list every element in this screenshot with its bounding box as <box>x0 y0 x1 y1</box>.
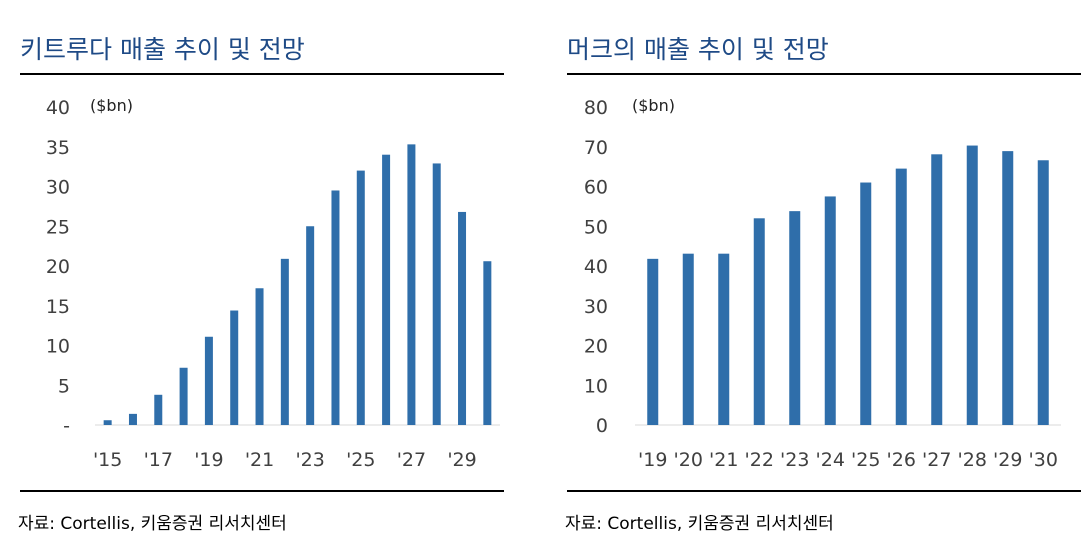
x-tick-label: '27 <box>922 449 951 471</box>
x-tick-label: '23 <box>295 449 324 471</box>
bar <box>682 253 694 425</box>
bar <box>895 168 907 426</box>
bar <box>458 211 467 425</box>
bar <box>1037 160 1049 425</box>
y-tick-label: - <box>63 415 70 437</box>
x-tick-label: '26 <box>887 449 916 471</box>
bar-chart-merck-sales: 0 10 20 30 40 50 60 70 80 ($bn) '19 '20 '21 '22 '23 '24… <box>584 96 1061 471</box>
y-tick-label: 20 <box>46 256 70 278</box>
bar <box>1002 151 1014 425</box>
bar <box>382 154 391 425</box>
chart-title: 키트루다 매출 추이 및 전망 <box>20 35 305 64</box>
bar <box>647 258 659 425</box>
bar <box>306 226 315 425</box>
x-tick-label: '29 <box>993 449 1022 471</box>
bar <box>824 196 836 425</box>
y-tick-label: 10 <box>584 375 608 397</box>
y-tick-label: 50 <box>584 216 608 238</box>
bar <box>718 253 730 425</box>
bar <box>789 211 801 425</box>
x-tick-label: '20 <box>674 449 703 471</box>
title-rule <box>20 73 504 75</box>
y-tick-label: 10 <box>46 336 70 358</box>
source-note: 자료: Cortellis, 키움증권 리서치센터 <box>18 514 287 534</box>
x-tick-label: '29 <box>447 449 476 471</box>
y-tick-label: 40 <box>46 97 70 119</box>
bar <box>931 154 943 425</box>
y-tick-label: 25 <box>46 216 70 238</box>
bar <box>966 145 978 425</box>
bar <box>255 288 264 425</box>
unit-label: ($bn) <box>632 96 675 115</box>
bar <box>432 163 441 425</box>
x-tick-label: '30 <box>1029 449 1058 471</box>
chart-panel-keytruda: 키트루다 매출 추이 및 전망 - 5 10 15 20 25 30 35 40 ($bn) '15… <box>0 0 524 537</box>
x-tick-label: '28 <box>958 449 987 471</box>
y-tick-label: 80 <box>584 97 608 119</box>
source-note: 자료: Cortellis, 키움증권 리서치센터 <box>565 514 834 534</box>
bar <box>230 310 239 425</box>
x-tick-label: '25 <box>346 449 375 471</box>
y-tick-label: 40 <box>584 256 608 278</box>
title-rule <box>567 73 1081 75</box>
x-tick-label: '27 <box>397 449 426 471</box>
y-tick-label: 60 <box>584 177 608 199</box>
x-tick-label: '21 <box>245 449 274 471</box>
x-tick-label: '19 <box>638 449 667 471</box>
bar <box>483 261 492 425</box>
bar-chart-keytruda-sales: - 5 10 15 20 25 30 35 40 ($bn) '15 '17 '19 '21 '23 '25 '… <box>46 96 500 471</box>
bar <box>154 394 163 425</box>
y-tick-label: 20 <box>584 336 608 358</box>
source-rule <box>20 490 504 492</box>
y-tick-label: 30 <box>584 296 608 318</box>
y-tick-label: 70 <box>584 137 608 159</box>
bar <box>103 420 112 425</box>
y-tick-label: 15 <box>46 296 70 318</box>
bar <box>753 218 765 425</box>
bar <box>128 413 137 425</box>
x-tick-label: '21 <box>709 449 738 471</box>
chart-panel-merck: 머크의 매출 추이 및 전망 0 10 20 30 40 50 60 70 80 ($bn) '19… <box>540 0 1088 537</box>
y-tick-label: 30 <box>46 177 70 199</box>
unit-label: ($bn) <box>90 96 133 115</box>
x-tick-label: '23 <box>780 449 809 471</box>
x-tick-label: '17 <box>144 449 173 471</box>
y-tick-label: 35 <box>46 137 70 159</box>
bar <box>860 182 872 425</box>
bar <box>407 144 416 425</box>
bar <box>204 336 213 425</box>
x-tick-label: '24 <box>816 449 845 471</box>
x-tick-label: '19 <box>194 449 223 471</box>
bar <box>356 170 365 425</box>
x-tick-label: '25 <box>851 449 880 471</box>
x-tick-label: '15 <box>93 449 122 471</box>
bar <box>179 367 188 425</box>
x-tick-label: '22 <box>745 449 774 471</box>
source-rule <box>567 490 1081 492</box>
chart-title: 머크의 매출 추이 및 전망 <box>567 35 829 64</box>
bar <box>331 190 340 425</box>
y-tick-label: 0 <box>596 415 608 437</box>
bar <box>280 258 289 425</box>
y-tick-label: 5 <box>58 375 70 397</box>
